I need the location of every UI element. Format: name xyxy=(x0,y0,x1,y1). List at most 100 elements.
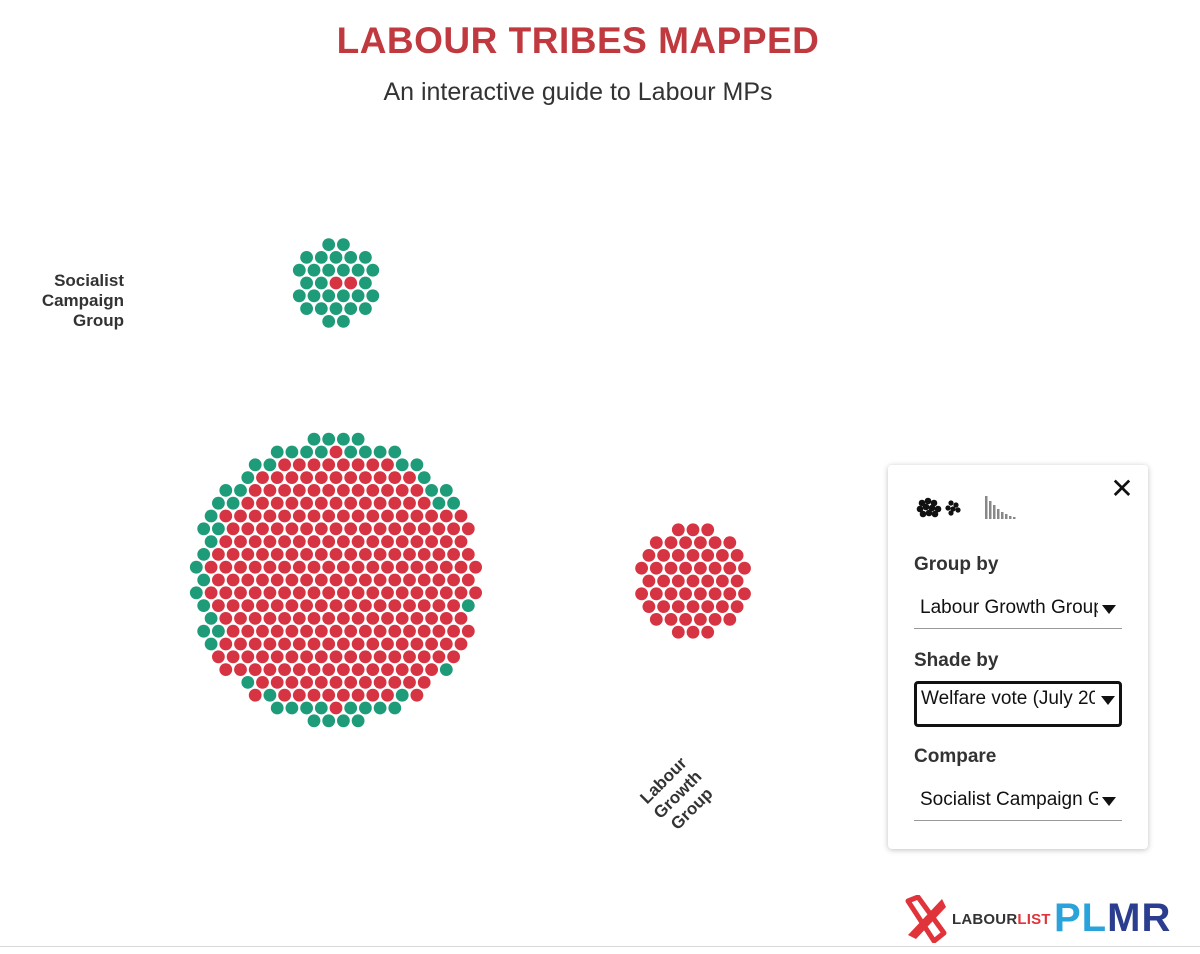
mp-dot[interactable] xyxy=(373,650,387,664)
mp-dot[interactable] xyxy=(322,432,336,446)
mp-dot[interactable] xyxy=(189,586,203,600)
mp-dot[interactable] xyxy=(263,458,277,472)
mp-dot[interactable] xyxy=(314,676,328,689)
mp-dot[interactable] xyxy=(307,560,321,574)
mp-dot[interactable] xyxy=(212,650,225,664)
mp-dot[interactable] xyxy=(454,637,468,651)
mp-dot[interactable] xyxy=(351,509,365,523)
mp-dot[interactable] xyxy=(388,676,402,689)
mp-dot[interactable] xyxy=(359,650,372,664)
mp-dot[interactable] xyxy=(403,573,416,587)
mp-dot[interactable] xyxy=(454,586,468,600)
mp-dot[interactable] xyxy=(373,471,387,484)
mp-dot[interactable] xyxy=(285,496,299,510)
mp-dot[interactable] xyxy=(322,688,336,702)
mp-dot[interactable] xyxy=(366,586,380,600)
mp-dot[interactable] xyxy=(329,548,343,561)
mp-dot[interactable] xyxy=(256,548,269,561)
mp-dot[interactable] xyxy=(263,509,277,523)
mp-dot[interactable] xyxy=(694,561,707,575)
mp-dot[interactable] xyxy=(234,586,247,600)
mp-dot[interactable] xyxy=(248,560,262,574)
mp-dot[interactable] xyxy=(439,484,453,497)
mp-dot[interactable] xyxy=(701,523,715,537)
mp-dot[interactable] xyxy=(344,276,358,290)
mp-dot[interactable] xyxy=(679,561,692,575)
mp-dot[interactable] xyxy=(285,471,299,484)
mp-dot[interactable] xyxy=(366,263,380,277)
mp-dot[interactable] xyxy=(307,458,321,472)
mp-dot[interactable] xyxy=(285,573,299,587)
mp-dot[interactable] xyxy=(329,599,343,612)
mp-dot[interactable] xyxy=(204,586,218,600)
mp-dot[interactable] xyxy=(447,599,460,612)
mp-dot[interactable] xyxy=(388,650,402,664)
mp-dot[interactable] xyxy=(635,561,648,575)
mp-dot[interactable] xyxy=(730,600,744,613)
mp-dot[interactable] xyxy=(366,612,380,625)
mp-dot[interactable] xyxy=(285,676,299,689)
mp-dot[interactable] xyxy=(248,509,262,523)
mp-dot[interactable] xyxy=(447,650,460,664)
mp-dot[interactable] xyxy=(439,637,453,651)
mp-dot[interactable] xyxy=(241,676,255,689)
mp-dot[interactable] xyxy=(373,701,387,715)
mp-dot[interactable] xyxy=(226,599,240,612)
mp-dot[interactable] xyxy=(417,471,431,484)
mp-dot[interactable] xyxy=(664,536,678,549)
mp-dot[interactable] xyxy=(723,587,737,601)
mp-dot[interactable] xyxy=(278,612,291,625)
mp-dot[interactable] xyxy=(300,573,313,587)
mp-dot[interactable] xyxy=(403,496,416,510)
cluster-view-icon[interactable] xyxy=(916,495,962,519)
mp-dot[interactable] xyxy=(204,509,218,523)
mp-dot[interactable] xyxy=(381,637,394,651)
mp-dot[interactable] xyxy=(300,548,313,561)
mp-dot[interactable] xyxy=(204,637,218,651)
mp-dot[interactable] xyxy=(212,496,225,510)
mp-dot[interactable] xyxy=(292,289,306,303)
mp-dot[interactable] xyxy=(686,625,700,639)
mp-dot[interactable] xyxy=(307,663,321,676)
mp-dot[interactable] xyxy=(351,612,365,625)
mp-dot[interactable] xyxy=(432,548,446,561)
mp-dot[interactable] xyxy=(292,612,306,625)
mp-dot[interactable] xyxy=(292,560,306,574)
mp-dot[interactable] xyxy=(314,522,328,536)
mp-dot[interactable] xyxy=(212,599,225,612)
mp-dot[interactable] xyxy=(337,688,350,702)
mp-dot[interactable] xyxy=(738,587,751,601)
mp-dot[interactable] xyxy=(314,445,328,459)
mp-dot[interactable] xyxy=(723,561,737,575)
mp-dot[interactable] xyxy=(248,458,262,472)
mp-dot[interactable] xyxy=(671,600,685,613)
mp-dot[interactable] xyxy=(329,701,343,715)
mp-dot[interactable] xyxy=(461,548,475,561)
mp-dot[interactable] xyxy=(256,573,269,587)
mp-dot[interactable] xyxy=(403,650,416,664)
mp-dot[interactable] xyxy=(439,509,453,523)
mp-dot[interactable] xyxy=(388,548,402,561)
mp-dot[interactable] xyxy=(694,536,707,549)
mp-dot[interactable] xyxy=(337,238,350,252)
mp-dot[interactable] xyxy=(417,548,431,561)
mp-dot[interactable] xyxy=(373,496,387,510)
mp-dot[interactable] xyxy=(226,650,240,664)
mp-dot[interactable] xyxy=(212,522,225,536)
mp-dot[interactable] xyxy=(256,496,269,510)
mp-dot[interactable] xyxy=(314,701,328,715)
mp-dot[interactable] xyxy=(344,471,358,484)
mp-dot[interactable] xyxy=(278,586,291,600)
mp-dot[interactable] xyxy=(285,445,299,459)
mp-dot[interactable] xyxy=(292,263,306,277)
mp-dot[interactable] xyxy=(447,624,460,638)
mp-dot[interactable] xyxy=(307,263,321,277)
mp-dot[interactable] xyxy=(270,573,284,587)
mp-dot[interactable] xyxy=(263,688,277,702)
mp-dot[interactable] xyxy=(432,650,446,664)
mp-dot[interactable] xyxy=(439,560,453,574)
mp-dot[interactable] xyxy=(388,496,402,510)
mp-dot[interactable] xyxy=(278,458,291,472)
mp-dot[interactable] xyxy=(417,522,431,536)
mp-dot[interactable] xyxy=(738,561,751,575)
